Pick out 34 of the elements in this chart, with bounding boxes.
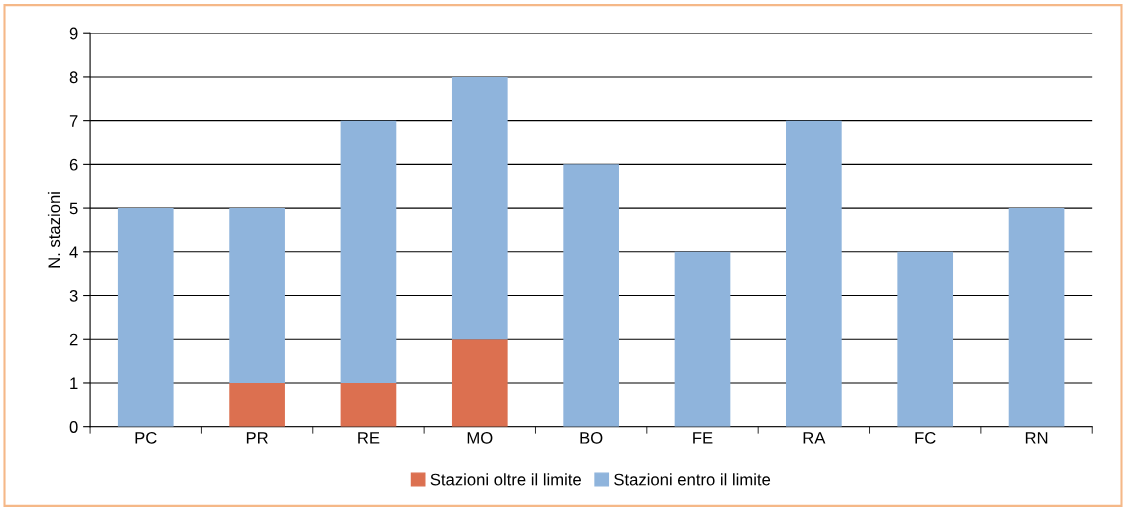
x-tick-label: BO — [580, 431, 603, 444]
bar — [229, 382, 285, 427]
x-tick-label: FC — [915, 431, 936, 444]
y-tick-label: 9 — [69, 27, 78, 40]
bar — [117, 208, 174, 427]
y-tick-label: 7 — [69, 115, 78, 127]
x-tick-label: FE — [693, 432, 713, 444]
y-tick-label: 2 — [69, 333, 78, 346]
y-tick-label: 4 — [69, 246, 78, 258]
y-axis-title: N. stazioni — [47, 192, 61, 268]
x-tick-label: PR — [246, 432, 268, 444]
legend-label: Stazioni oltre il limite — [430, 473, 581, 486]
x-tick-label: PC — [135, 431, 157, 444]
y-tick-label: 0 — [69, 421, 78, 433]
y-tick-label: 8 — [69, 71, 78, 84]
bar — [1008, 208, 1065, 427]
bar — [674, 251, 731, 427]
bar — [340, 382, 397, 427]
y-tick-label: 5 — [69, 202, 78, 215]
bar — [451, 76, 508, 340]
x-tick-label: MO — [467, 431, 493, 444]
bar — [786, 120, 842, 427]
y-tick-label: 1 — [70, 377, 78, 390]
y-tick-label: 6 — [69, 158, 78, 171]
x-tick-label: RA — [803, 432, 826, 444]
bar — [229, 208, 285, 383]
bar — [340, 120, 397, 383]
bar — [451, 339, 508, 427]
y-tick-label: 3 — [69, 289, 78, 302]
legend-label: Stazioni entro il limite — [614, 473, 771, 486]
bar — [897, 251, 954, 427]
bar — [563, 164, 619, 427]
x-tick-label: RE — [358, 432, 380, 444]
x-tick-label: RN — [1025, 432, 1048, 444]
